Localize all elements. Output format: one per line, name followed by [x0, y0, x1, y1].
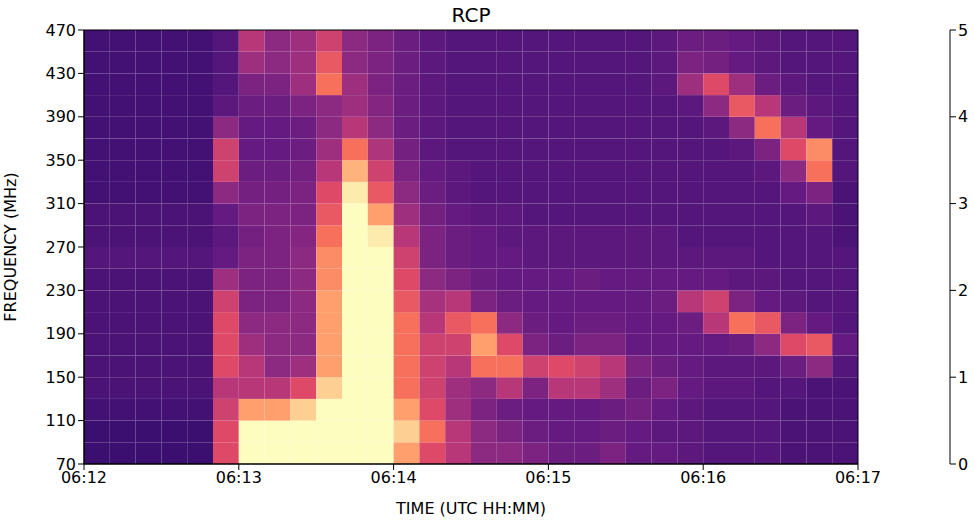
svg-text:TIME (UTC HH:MM): TIME (UTC HH:MM) [395, 499, 546, 518]
svg-text:06:14: 06:14 [371, 468, 417, 487]
svg-text:06:15: 06:15 [525, 468, 571, 487]
svg-text:4: 4 [958, 107, 968, 126]
svg-text:06:13: 06:13 [216, 468, 262, 487]
svg-text:310: 310 [45, 194, 76, 213]
svg-text:FREQUENCY (MHz): FREQUENCY (MHz) [1, 172, 20, 321]
svg-text:70: 70 [56, 455, 76, 474]
svg-text:430: 430 [45, 64, 76, 83]
svg-text:230: 230 [45, 281, 76, 300]
svg-text:470: 470 [45, 21, 76, 40]
svg-text:0: 0 [958, 455, 968, 474]
svg-text:06:17: 06:17 [835, 468, 880, 487]
svg-text:270: 270 [45, 238, 76, 257]
html-text:RCP: RCP [451, 3, 491, 27]
svg-text:2: 2 [958, 281, 968, 300]
svg-text:5: 5 [958, 21, 968, 40]
svg-text:390: 390 [45, 107, 76, 126]
svg-text:1: 1 [958, 368, 968, 387]
svg-text:110: 110 [45, 411, 76, 430]
svg-text:150: 150 [45, 368, 76, 387]
svg-text:190: 190 [45, 324, 76, 343]
svg-text:06:16: 06:16 [680, 468, 726, 487]
svg-text:3: 3 [958, 194, 968, 213]
svg-text:350: 350 [45, 151, 76, 170]
svg-text:06:12: 06:12 [60, 468, 108, 488]
